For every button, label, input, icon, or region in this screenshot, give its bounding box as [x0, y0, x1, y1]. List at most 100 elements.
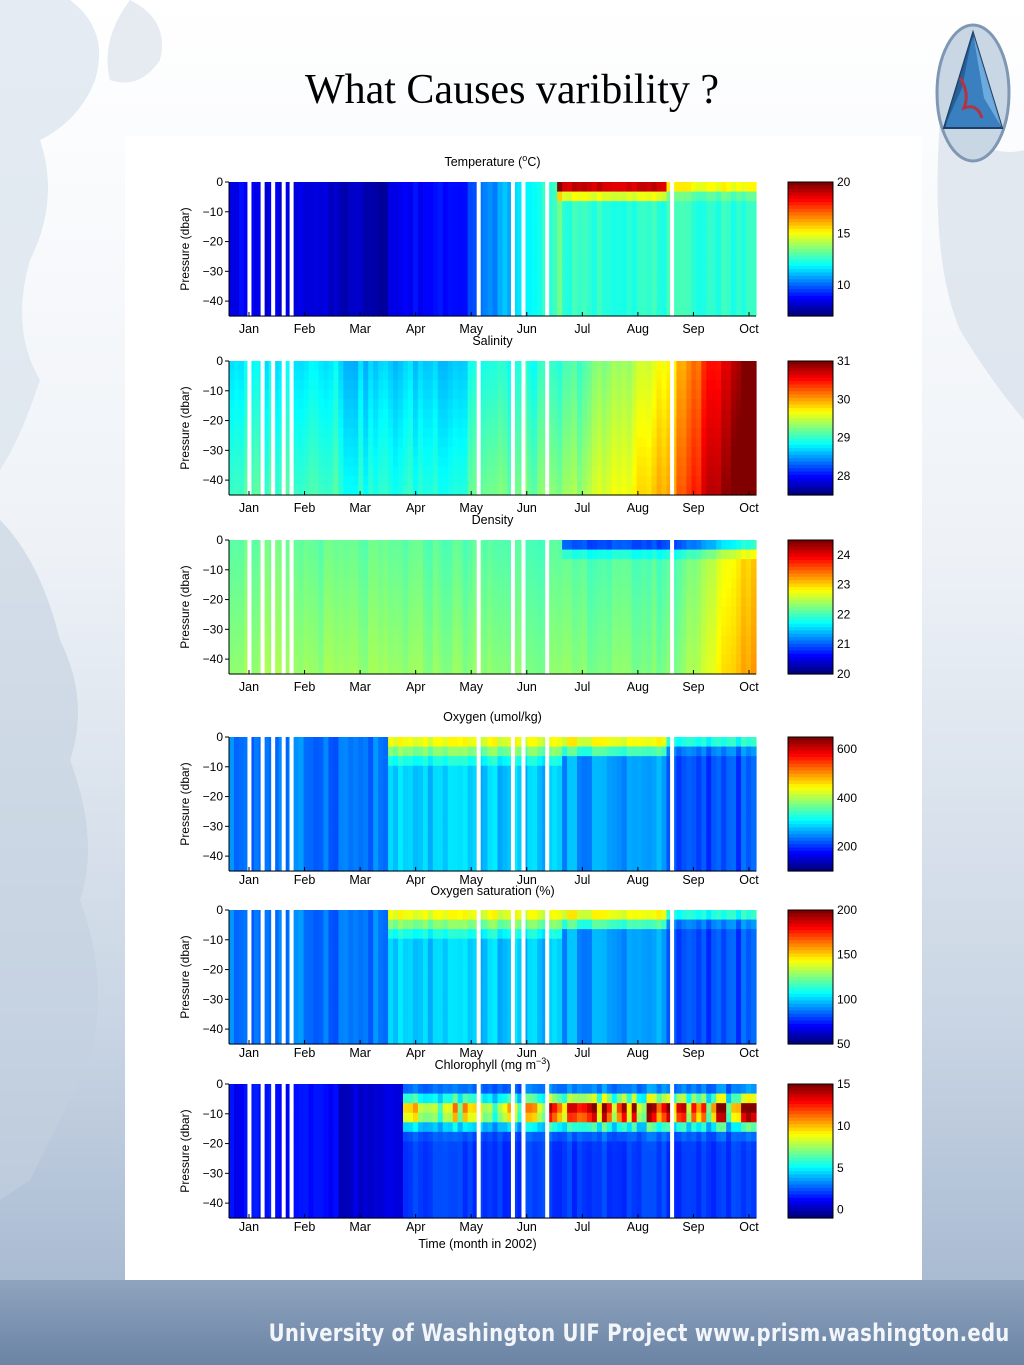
heatmap-cell	[706, 277, 712, 288]
heatmap-cell	[462, 220, 469, 231]
heatmap-cell	[731, 220, 737, 231]
heatmap-cell	[283, 249, 290, 260]
heatmap-cell	[462, 239, 469, 250]
heatmap-cell	[746, 578, 752, 589]
heatmap-cell	[581, 389, 588, 400]
heatmap-cell	[432, 296, 439, 308]
heatmap-cell	[442, 597, 449, 608]
heatmap-cell	[333, 380, 339, 391]
heatmap-cell	[353, 239, 359, 250]
heatmap-cell	[562, 389, 568, 400]
heatmap-cell	[278, 249, 285, 260]
heatmap-cell	[711, 485, 717, 496]
heatmap-cell	[646, 389, 653, 400]
heatmap-cell	[452, 559, 459, 570]
heatmap-cell	[577, 380, 583, 391]
heatmap-cell	[398, 578, 404, 589]
heatmap-cell	[532, 191, 538, 202]
heatmap-cell	[736, 645, 742, 656]
heatmap-cell	[482, 626, 489, 637]
heatmap-cell	[398, 229, 404, 241]
heatmap-cell	[646, 437, 653, 448]
heatmap-cell	[393, 597, 399, 608]
heatmap-cell	[303, 466, 310, 477]
colorbar-swatch	[788, 371, 833, 375]
heatmap-cell	[606, 645, 613, 656]
heatmap-cell	[318, 296, 325, 308]
heatmap-cell	[467, 654, 474, 666]
heatmap-cell	[636, 587, 643, 599]
heatmap-cell	[567, 607, 573, 618]
heatmap-cell	[248, 587, 255, 599]
heatmap-cell	[368, 229, 374, 241]
heatmap-cell	[736, 239, 742, 250]
heatmap-cell	[417, 664, 424, 675]
heatmap-cell	[412, 296, 419, 308]
heatmap-cell	[636, 220, 643, 231]
heatmap-cell	[746, 296, 752, 308]
heatmap-cell	[557, 277, 563, 288]
heatmap-cell	[487, 559, 494, 570]
heatmap-cell	[378, 220, 384, 231]
heatmap-cell	[736, 389, 742, 400]
heatmap-cell	[557, 287, 563, 298]
heatmap-cell	[427, 191, 434, 202]
heatmap-cell	[348, 389, 354, 400]
heatmap-cell	[343, 258, 349, 269]
heatmap-cell	[273, 437, 280, 448]
heatmap-cell	[293, 370, 300, 381]
heatmap-cell	[656, 408, 663, 420]
heatmap-cell	[517, 587, 523, 599]
heatmap-cell	[621, 277, 628, 288]
heatmap-cell	[577, 239, 583, 250]
heatmap-cell	[487, 447, 494, 458]
heatmap-cell	[263, 823, 270, 834]
heatmap-cell	[368, 616, 374, 627]
heatmap-cell	[537, 268, 543, 279]
heatmap-cell	[741, 220, 747, 231]
heatmap-cell	[691, 428, 697, 439]
heatmap-cell	[407, 277, 414, 288]
heatmap-cell	[557, 587, 563, 599]
heatmap-cell	[328, 229, 334, 241]
heatmap-cell	[253, 568, 260, 579]
heatmap-cell	[631, 210, 638, 221]
heatmap-cell	[586, 645, 593, 656]
heatmap-cell	[263, 437, 270, 448]
heatmap-cell	[482, 306, 489, 317]
heatmap-cell	[253, 813, 260, 824]
heatmap-cell	[581, 210, 588, 221]
heatmap-cell	[631, 182, 638, 193]
heatmap-cell	[686, 475, 692, 487]
heatmap-cell	[378, 645, 384, 656]
heatmap-cell	[532, 287, 538, 298]
heatmap-cell	[338, 277, 344, 288]
heatmap-cell	[701, 437, 707, 448]
heatmap-cell	[666, 361, 673, 372]
heatmap-cell	[591, 437, 598, 448]
heatmap-cell	[328, 220, 334, 231]
heatmap-cell	[398, 626, 404, 637]
heatmap-cell	[457, 287, 464, 298]
heatmap-cell	[596, 626, 603, 637]
heatmap-cell	[303, 389, 310, 400]
heatmap-cell	[378, 485, 384, 496]
heatmap-cell	[666, 191, 673, 202]
heatmap-cell	[328, 437, 334, 448]
heatmap-cell	[532, 361, 538, 372]
heatmap-cell	[487, 201, 494, 212]
heatmap-cell	[591, 220, 598, 231]
heatmap-cell	[711, 182, 717, 193]
heatmap-cell	[606, 447, 613, 458]
heatmap-cell	[233, 370, 240, 381]
heatmap-cell	[636, 616, 643, 627]
heatmap-cell	[412, 456, 419, 467]
heatmap-cell	[373, 370, 379, 381]
heatmap-cell	[233, 428, 240, 439]
heatmap-cell	[363, 258, 369, 269]
heatmap-cell	[248, 268, 255, 279]
heatmap-cell	[716, 287, 722, 298]
heatmap-cell	[567, 559, 573, 570]
heatmap-cell	[731, 249, 737, 260]
colorbar-tick-label: 23	[837, 578, 851, 592]
